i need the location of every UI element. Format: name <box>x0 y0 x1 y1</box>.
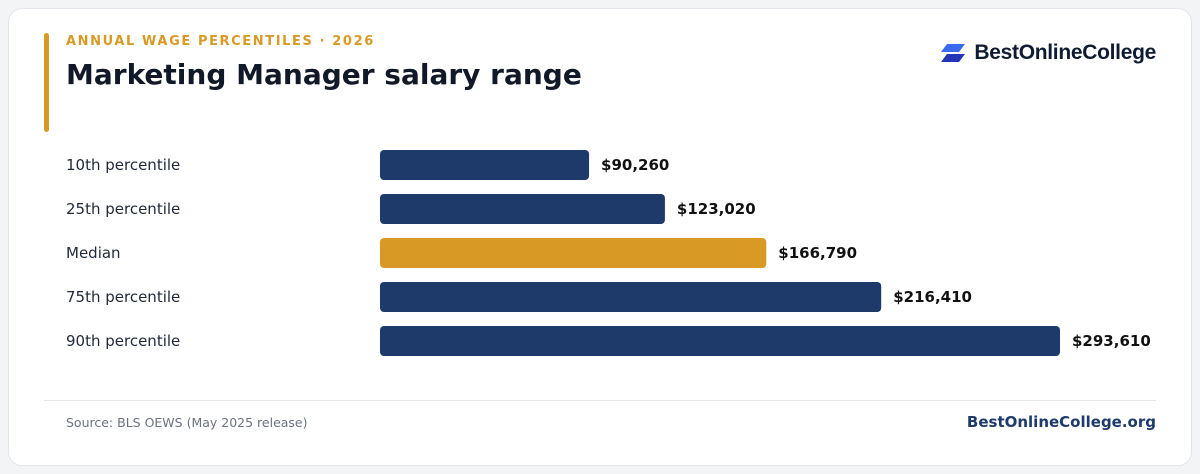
footer-divider <box>44 400 1156 401</box>
value-label-10th-percentile: $90,260 <box>601 156 669 174</box>
value-label-25th-percentile: $123,020 <box>677 200 756 218</box>
chart-title: Marketing Manager salary range <box>66 58 582 91</box>
value-label-90th-percentile: $293,610 <box>1072 332 1151 350</box>
value-label-75th-percentile: $216,410 <box>893 288 972 306</box>
bar-90th-percentile <box>380 326 1060 356</box>
value-label-median: $166,790 <box>778 244 857 262</box>
bar-10th-percentile <box>380 150 590 180</box>
bar-25th-percentile <box>380 194 665 224</box>
bar-median <box>380 238 767 268</box>
category-label-25th-percentile: 25th percentile <box>66 200 180 218</box>
brand-logo: BestOnlineCollege <box>940 40 1156 66</box>
source-note: Source: BLS OEWS (May 2025 release) <box>66 415 308 430</box>
title-accent-bar <box>44 33 49 132</box>
brand-name: BestOnlineCollege <box>974 41 1156 64</box>
chart-eyebrow: ANNUAL WAGE PERCENTILES · 2026 <box>66 34 375 49</box>
bar-75th-percentile <box>380 282 882 312</box>
category-label-10th-percentile: 10th percentile <box>66 156 180 174</box>
stacked-parallelogram-icon <box>941 44 966 62</box>
category-label-median: Median <box>66 244 121 262</box>
chart-card <box>8 8 1192 466</box>
category-label-90th-percentile: 90th percentile <box>66 332 180 350</box>
site-url: BestOnlineCollege.org <box>966 413 1156 431</box>
category-label-75th-percentile: 75th percentile <box>66 288 180 306</box>
